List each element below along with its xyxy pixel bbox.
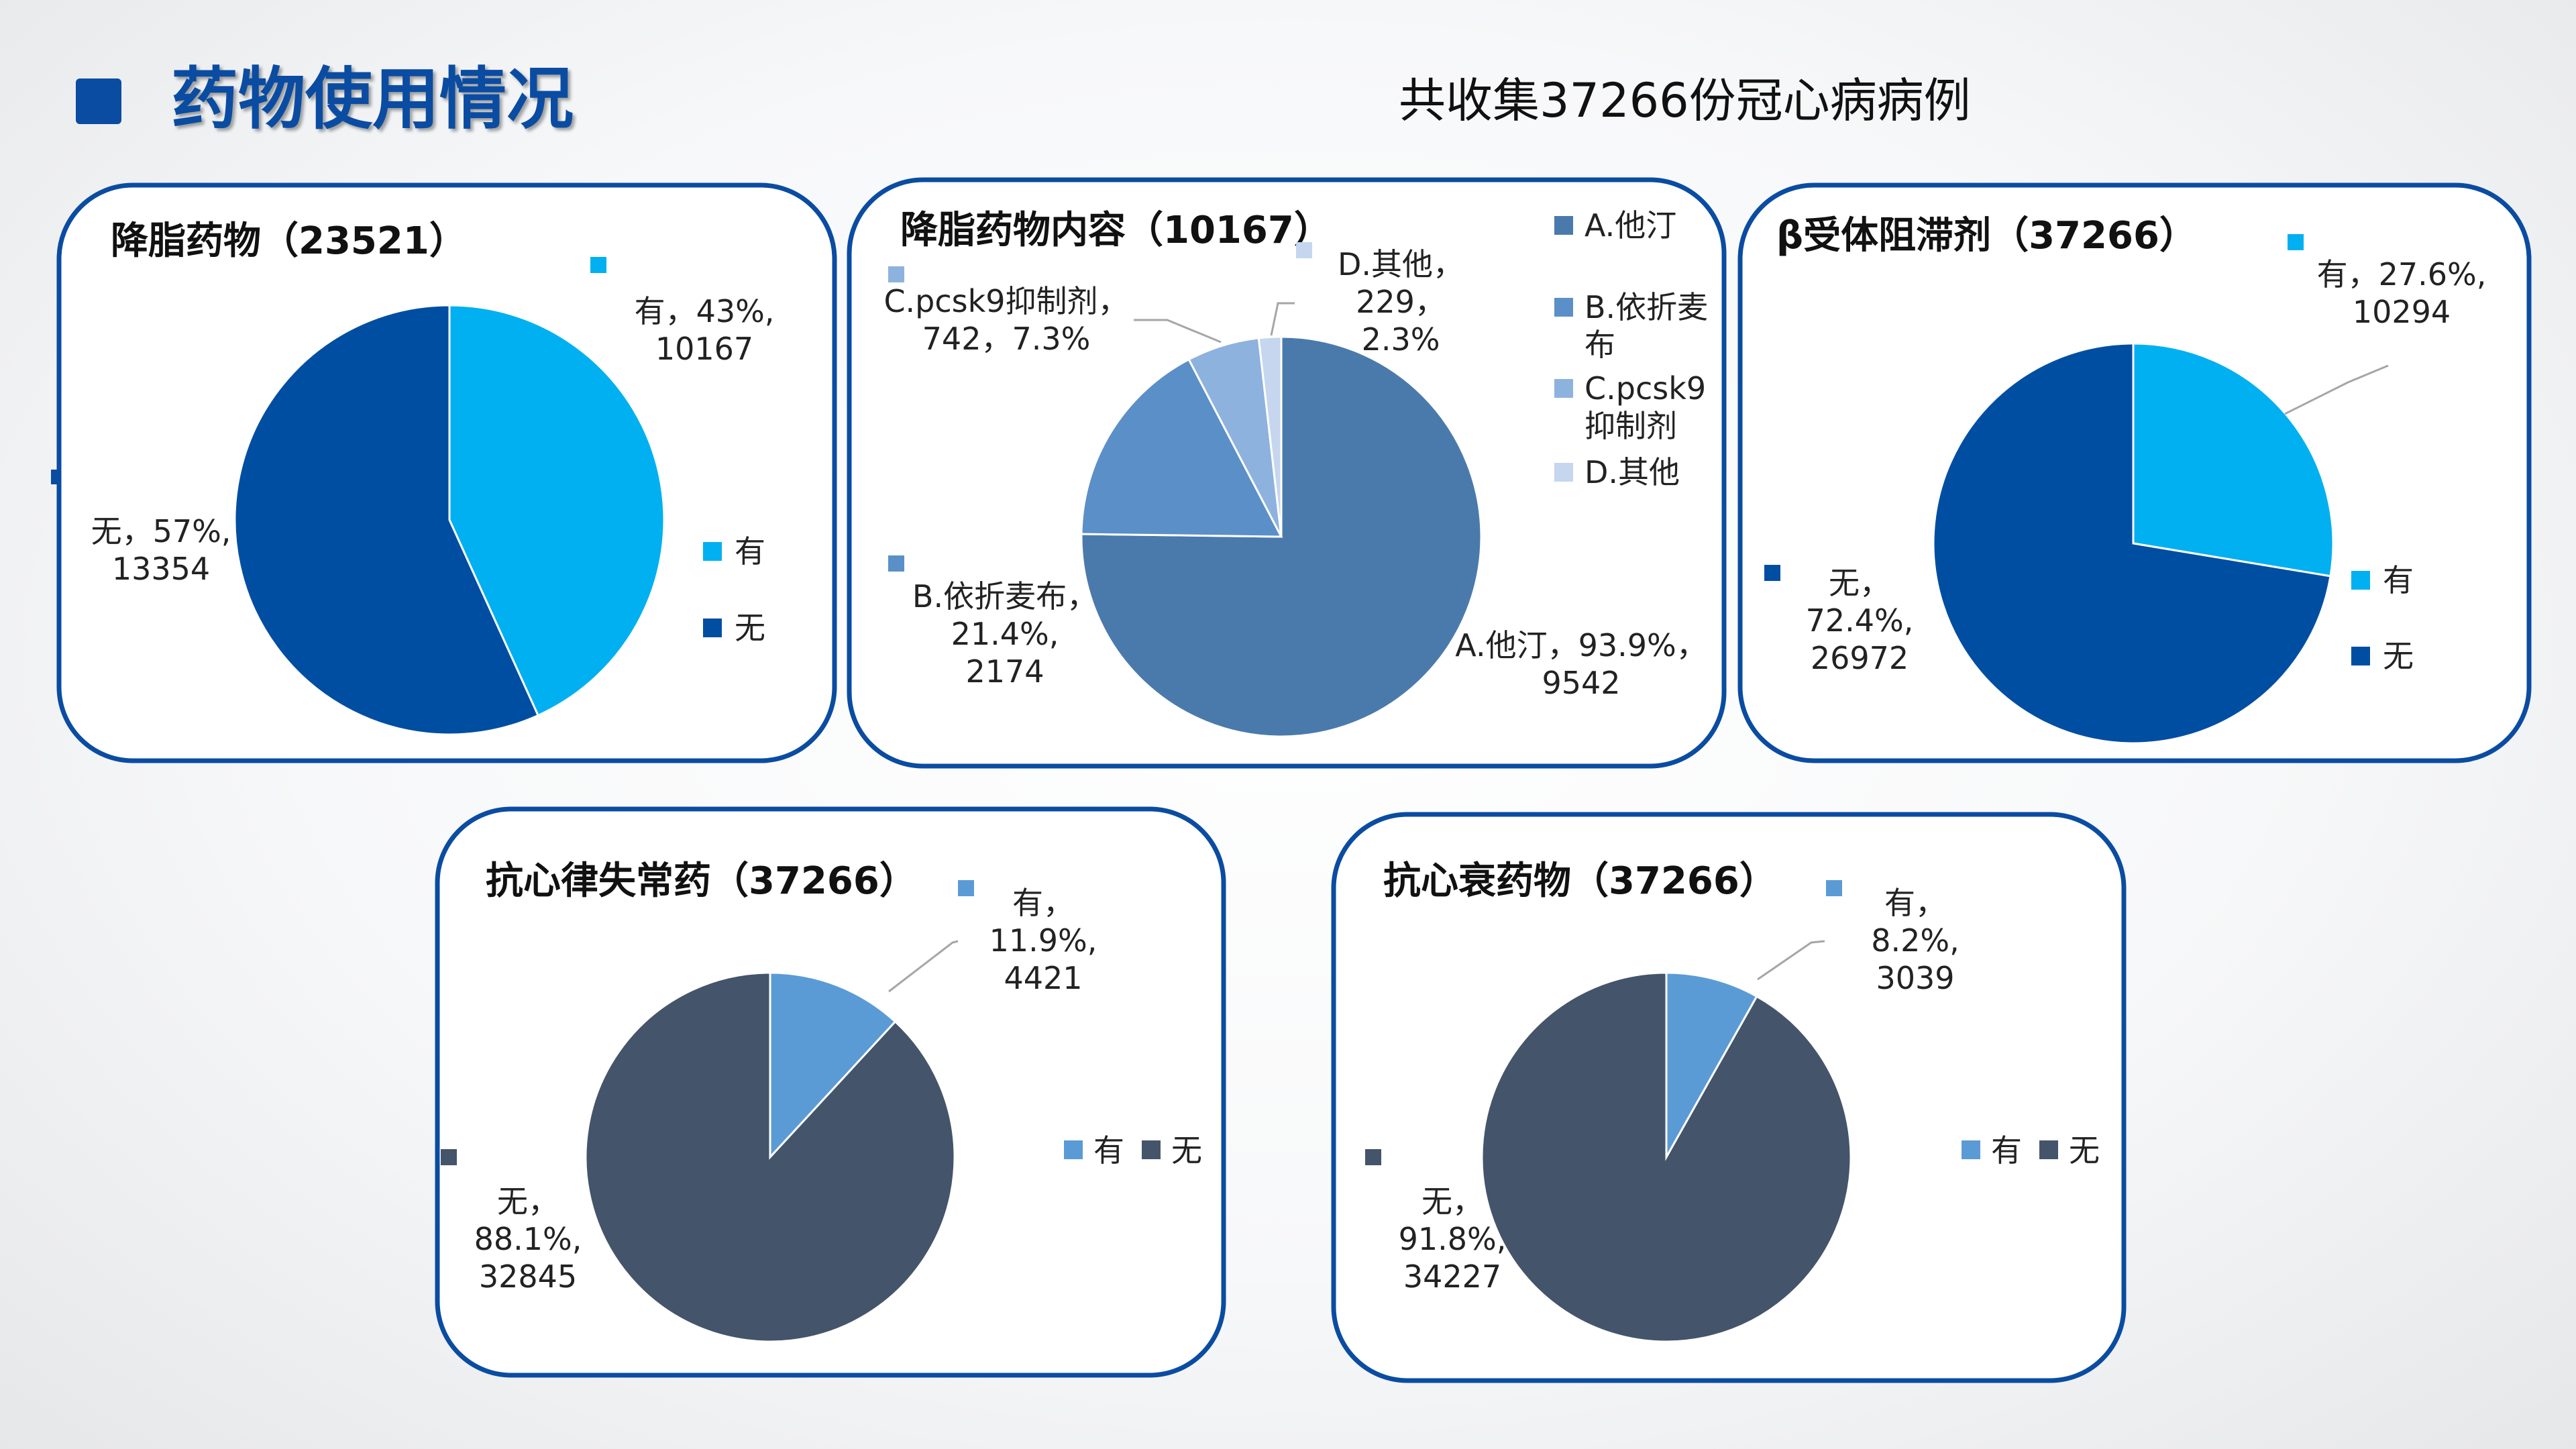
data-label-you: 有， xyxy=(1012,885,1074,921)
data-label-ezetimibe: 21.4%, xyxy=(951,616,1059,652)
leader-you xyxy=(1757,940,1825,981)
legend-label-0: A.他汀 xyxy=(1585,207,1676,244)
data-label-wu: 无， xyxy=(497,1183,559,1220)
leader-pcsk9 xyxy=(1134,319,1222,343)
label-marker-ezetimibe xyxy=(888,555,904,572)
data-label-wu: 88.1%, xyxy=(474,1221,582,1257)
arrhythmia-pie-slice-1 xyxy=(584,971,956,1343)
data-label-pcsk9: C.pcsk9抑制剂， xyxy=(883,283,1128,319)
legend-label-wu: 无 xyxy=(735,610,765,646)
legend-label-2: 抑制剂 xyxy=(1585,408,1677,444)
legend-label-wu: 无 xyxy=(2383,638,2414,674)
leader-you xyxy=(2284,364,2389,415)
data-label-you: 10294 xyxy=(2353,294,2451,330)
data-label-wu: 32845 xyxy=(479,1258,577,1295)
data-label-you: 有，43%, xyxy=(635,293,775,329)
data-label-you: 10167 xyxy=(655,331,753,367)
content-pie-slice-0 xyxy=(1080,335,1483,738)
lipid-pie-slice-0 xyxy=(448,304,665,717)
data-label-wu: 91.8%, xyxy=(1399,1221,1507,1257)
legend-swatch-2 xyxy=(1554,379,1573,398)
legend-swatch-1 xyxy=(1554,298,1573,317)
legend-label-you: 有 xyxy=(735,533,765,570)
data-label-wu: 无， xyxy=(1421,1183,1483,1220)
legend-swatch-wu xyxy=(2351,647,2370,665)
data-label-wu: 26972 xyxy=(1811,640,1909,676)
page-title: 药物使用情况 xyxy=(171,60,574,138)
legend-label-you: 有 xyxy=(1093,1132,1124,1169)
legend-swatch-you xyxy=(1962,1140,1980,1159)
data-label-pcsk9: 742，7.3% xyxy=(922,321,1091,357)
label-marker-wu xyxy=(1764,565,1780,581)
data-label-other: 229， xyxy=(1356,284,1446,320)
heartfailure-pie-slice-0 xyxy=(1665,971,1758,1161)
content-pie-slice-3 xyxy=(1257,335,1283,537)
data-label-statin: 9542 xyxy=(1542,665,1620,701)
chart-title: 抗心律失常药（37266） xyxy=(486,859,917,903)
legend-swatch-you xyxy=(2351,571,2370,590)
data-label-wu: 34227 xyxy=(1403,1258,1501,1295)
data-label-wu: 13354 xyxy=(112,551,210,587)
legend-label-wu: 无 xyxy=(1171,1132,1202,1169)
legend-label-wu: 无 xyxy=(2069,1132,2100,1169)
label-marker-you xyxy=(2288,234,2304,250)
label-marker-wu xyxy=(1365,1149,1381,1165)
data-label-you: 有， xyxy=(1884,885,1946,921)
legend-swatch-wu xyxy=(2039,1140,2058,1159)
chart-title: β受体阻滞剂（37266） xyxy=(1776,214,2197,258)
data-label-you: 3039 xyxy=(1876,960,1954,996)
data-label-other: D.其他， xyxy=(1338,246,1464,282)
title-square-icon xyxy=(76,78,121,124)
heartfailure-pie-slice-1 xyxy=(1481,971,1852,1343)
legend-label-3: D.其他 xyxy=(1585,454,1680,490)
beta-pie-slice-1 xyxy=(1932,342,2332,745)
legend-swatch-you xyxy=(703,542,722,561)
data-label-other: 2.3% xyxy=(1362,321,1440,358)
legend-label-1: 布 xyxy=(1585,327,1615,363)
label-marker-you xyxy=(958,880,974,896)
data-label-wu: 无，57%, xyxy=(91,513,231,549)
label-marker-you xyxy=(590,257,606,273)
label-marker-you xyxy=(1826,880,1842,896)
content-pie-slice-1 xyxy=(1080,358,1283,538)
chart-title: 抗心衰药物（37266） xyxy=(1383,859,1777,903)
chart-title: 降脂药物内容（10167） xyxy=(900,209,1332,252)
data-label-you: 11.9%, xyxy=(989,922,1097,959)
data-label-ezetimibe: B.依折麦布， xyxy=(912,578,1097,614)
leader-other xyxy=(1270,302,1295,336)
legend-swatch-3 xyxy=(1554,463,1573,482)
page-subtitle: 共收集37266份冠心病病例 xyxy=(1399,73,1971,128)
data-label-wu: 无， xyxy=(1829,565,1890,601)
data-label-you: 4421 xyxy=(1004,960,1082,996)
legend-swatch-0 xyxy=(1554,216,1573,235)
data-label-ezetimibe: 2174 xyxy=(965,653,1044,690)
label-marker-pcsk9 xyxy=(888,266,904,282)
leader-you xyxy=(888,940,959,993)
legend-swatch-wu xyxy=(703,619,722,637)
legend-label-you: 有 xyxy=(2383,562,2414,598)
data-label-wu: 72.4%, xyxy=(1806,602,1914,639)
chart-title: 降脂药物（23521） xyxy=(111,219,467,263)
legend-label-1: B.依折麦 xyxy=(1585,289,1708,325)
legend-swatch-wu xyxy=(1142,1140,1161,1159)
legend-swatch-you xyxy=(1064,1140,1083,1159)
data-label-statin: A.他汀，93.9%， xyxy=(1455,627,1707,663)
legend-label-you: 有 xyxy=(1991,1132,2022,1169)
lipid-pie-slice-1 xyxy=(233,304,540,736)
arrhythmia-pie-slice-0 xyxy=(769,971,897,1160)
data-label-you: 8.2%, xyxy=(1871,922,1960,959)
legend-label-2: C.pcsk9 xyxy=(1585,370,1706,407)
label-marker-other xyxy=(1296,242,1312,258)
label-marker-wu xyxy=(441,1149,457,1165)
data-label-you: 有，27.6%, xyxy=(2317,256,2487,292)
